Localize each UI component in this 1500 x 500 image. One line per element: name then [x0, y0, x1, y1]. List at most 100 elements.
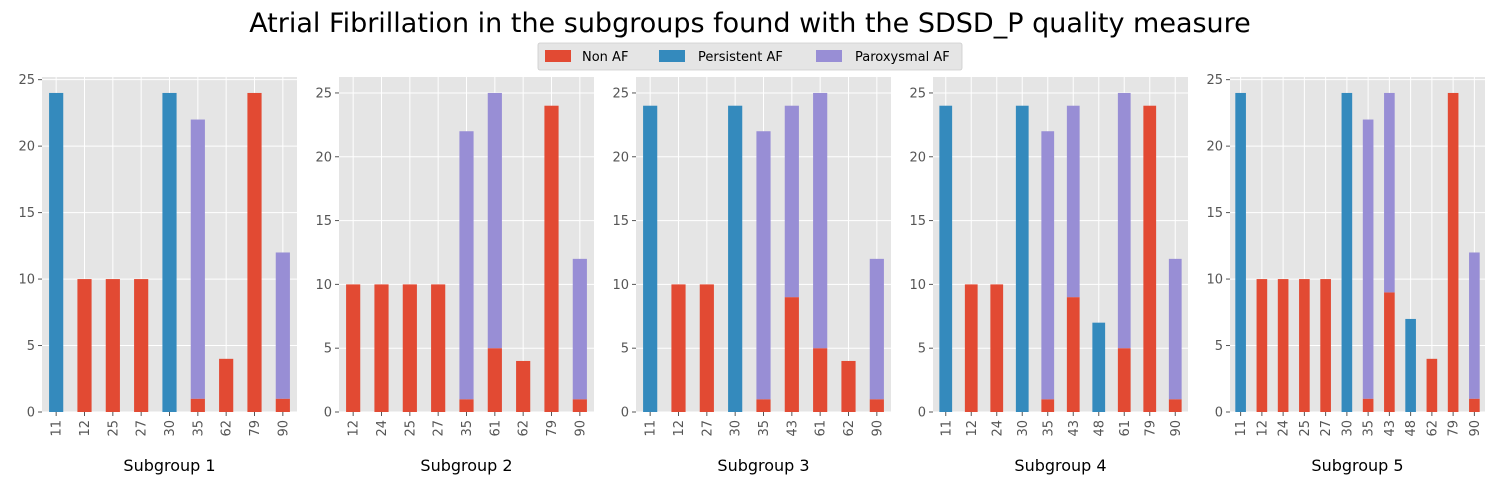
bar-non-af	[1066, 297, 1080, 412]
x-tick-label: 35	[460, 420, 475, 437]
bar-paroxysmal-af	[487, 92, 502, 349]
x-tick-label: 61	[814, 420, 829, 437]
bar-persistent-af	[1092, 322, 1106, 412]
subplot-label: Subgroup 5	[1311, 456, 1403, 475]
bar-non-af	[1299, 279, 1310, 412]
bar-non-af	[1143, 105, 1157, 412]
bar-non-af	[1117, 348, 1131, 412]
legend-label-paroxysmal-af: Paroxysmal AF	[855, 50, 950, 65]
bar-non-af	[784, 297, 799, 412]
y-tick-label: 10	[1206, 273, 1223, 288]
x-tick-label: 11	[939, 420, 954, 437]
x-tick-label: 25	[403, 420, 418, 437]
y-tick-label: 10	[909, 278, 926, 293]
bar-paroxysmal-af	[1117, 92, 1131, 349]
x-tick-label: 11	[644, 420, 659, 437]
x-tick-label: 30	[729, 420, 744, 437]
y-tick-label: 15	[909, 214, 926, 229]
bar-paroxysmal-af	[572, 258, 587, 400]
y-tick-label: 0	[918, 406, 926, 421]
bar-persistent-af	[49, 92, 64, 412]
bar-paroxysmal-af	[275, 252, 290, 399]
bar-non-af	[105, 279, 120, 412]
x-tick-label: 62	[1425, 420, 1440, 437]
y-tick-label: 15	[1206, 206, 1223, 221]
subplot-2: 0 5 10 15 20 25 12 24 25 27 35 61 62 79 90 Subgroup 2	[315, 77, 594, 475]
legend-swatch-non-af	[545, 50, 571, 62]
bar-paroxysmal-af	[869, 258, 884, 400]
x-tick-label: 35	[757, 420, 772, 437]
x-tick-label: 90	[276, 420, 291, 437]
bar-non-af	[402, 284, 417, 412]
legend-box	[537, 42, 963, 71]
bar-paroxysmal-af	[190, 119, 205, 399]
bar-non-af	[1447, 92, 1459, 412]
y-tick-label: 15	[18, 206, 35, 221]
bar-non-af	[1320, 279, 1331, 412]
y-tick-label: 5	[27, 339, 35, 354]
bar-non-af	[1469, 398, 1480, 412]
x-tick-label: 79	[248, 420, 263, 437]
subplot-panels: 0 5 10 15 20 25 11 12 25 27 30 35 62 79 90 Subgroup 1 0 5…	[18, 73, 1485, 475]
legend-label-non-af: Non AF	[582, 50, 628, 65]
bar-non-af	[487, 348, 502, 412]
bar-non-af	[247, 92, 262, 412]
y-tick-label: 25	[315, 86, 332, 101]
x-tick-label: 35	[191, 420, 206, 437]
x-tick-label: 12	[672, 420, 687, 437]
bar-non-af	[275, 398, 290, 412]
bar-persistent-af	[1405, 318, 1416, 412]
bar-persistent-af	[162, 92, 177, 412]
bar-non-af	[1168, 399, 1182, 412]
bar-non-af	[1277, 279, 1289, 412]
bar-non-af	[841, 360, 856, 412]
y-tick-label: 20	[1206, 140, 1223, 155]
bar-persistent-af	[1235, 92, 1246, 412]
y-tick-label: 25	[18, 73, 35, 88]
bar-paroxysmal-af	[1066, 105, 1080, 298]
y-tick-label: 15	[315, 214, 332, 229]
y-tick-label: 15	[612, 214, 629, 229]
legend: Non AF Persistent AF Paroxysmal AF	[537, 42, 963, 71]
bar-non-af	[869, 399, 884, 412]
bar-non-af	[190, 398, 205, 412]
x-tick-label: 27	[432, 420, 447, 437]
bar-non-af	[1426, 358, 1438, 412]
bar-non-af	[77, 279, 92, 412]
bar-paroxysmal-af	[784, 105, 799, 298]
x-tick-label: 30	[1340, 420, 1355, 437]
bar-non-af	[699, 284, 714, 412]
x-tick-label: 35	[1362, 420, 1377, 437]
bar-non-af	[1384, 292, 1395, 412]
subplot-label: Subgroup 1	[123, 456, 215, 475]
y-tick-label: 0	[1215, 406, 1223, 421]
y-tick-label: 20	[909, 150, 926, 165]
bar-persistent-af	[1015, 105, 1029, 412]
bar-persistent-af	[939, 105, 953, 412]
bar-non-af	[134, 279, 149, 412]
y-tick-label: 5	[918, 342, 926, 357]
bar-paroxysmal-af	[813, 92, 828, 349]
x-tick-label: 30	[163, 420, 178, 437]
x-tick-label: 48	[1092, 420, 1107, 437]
chart-title: Atrial Fibrillation in the subgroups fou…	[249, 8, 1251, 39]
subplot-label: Subgroup 4	[1014, 456, 1106, 475]
bar-persistent-af	[643, 105, 658, 412]
bar-paroxysmal-af	[1168, 258, 1182, 400]
x-tick-label: 62	[842, 420, 857, 437]
x-tick-label: 48	[1404, 420, 1419, 437]
y-tick-label: 0	[621, 406, 629, 421]
x-tick-label: 12	[347, 420, 362, 437]
x-tick-label: 79	[1143, 420, 1158, 437]
x-tick-label: 24	[990, 420, 1005, 437]
y-tick-label: 20	[315, 150, 332, 165]
subplot-4: 0 5 10 15 20 25 11 12 24 30 35 43 48 61 79 90 Subgroup 4	[909, 77, 1188, 475]
y-tick-label: 5	[324, 342, 332, 357]
y-tick-label: 0	[324, 406, 332, 421]
bar-non-af	[516, 360, 531, 412]
x-tick-label: 43	[785, 420, 800, 437]
bar-non-af	[544, 105, 559, 412]
bar-non-af	[346, 284, 361, 412]
bar-persistent-af	[1341, 92, 1353, 412]
